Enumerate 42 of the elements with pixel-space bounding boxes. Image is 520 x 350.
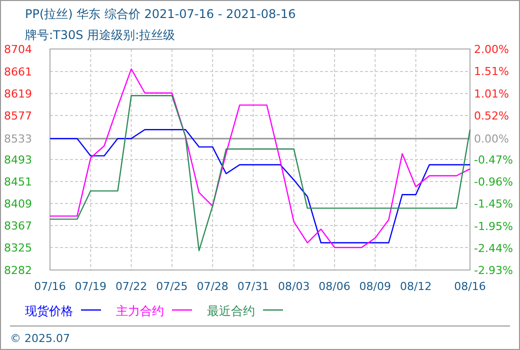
x-tick-label: 08/09: [359, 280, 392, 293]
y2-tick-label: 1.51%: [474, 64, 509, 78]
y-tick-label: 8409: [4, 197, 32, 210]
y-tick-label: 8451: [4, 175, 32, 188]
x-tick-label: 07/16: [34, 280, 66, 293]
line-series: [49, 129, 471, 244]
x-tick-label: 08/06: [318, 280, 350, 293]
x-tick-label: 08/12: [400, 280, 432, 293]
y2-tick-label: 0.00%: [474, 132, 509, 146]
y-tick-label: 8704: [4, 43, 32, 56]
y2-tick-label: 2.00%: [474, 43, 509, 56]
y2-tick-label: -2.93%: [474, 264, 513, 277]
legend-label: 现货价格: [25, 304, 73, 318]
y-tick-label: 8577: [4, 110, 32, 123]
line-series: [49, 95, 471, 252]
y-tick-label: 8282: [4, 264, 32, 277]
y2-tick-label: -2.44%: [474, 242, 513, 256]
legend-label: 主力合约: [116, 304, 164, 318]
chart-title: PP(拉丝) 华东 综合价 2021-07-16 - 2021-08-16: [25, 7, 296, 21]
y-tick-label: 8533: [4, 132, 32, 146]
y-tick-label: 8493: [4, 154, 32, 166]
y-tick-label: 8325: [4, 241, 32, 254]
y2-tick-label: 1.01%: [474, 87, 509, 100]
y-tick-label: 8619: [4, 88, 32, 101]
x-tick-label: 08/03: [278, 280, 310, 293]
legend-label: 最近合约: [207, 304, 255, 318]
x-tick-label: 07/31: [237, 280, 270, 293]
y2-tick-label: -1.95%: [474, 220, 513, 234]
x-tick-label: 07/25: [156, 280, 188, 293]
y2-tick-label: 0.52%: [474, 109, 509, 122]
x-tick-label: 07/28: [196, 280, 228, 293]
text: © 2025.07: [10, 332, 70, 345]
x-tick-label: 07/22: [115, 280, 148, 293]
y-tick-label: 8367: [4, 219, 32, 232]
y2-tick-label: -0.96%: [474, 176, 513, 189]
chart-subtitle: 牌号:T30S 用途级别:拉丝级: [25, 28, 176, 42]
y2-tick-label: -1.45%: [474, 198, 513, 211]
line-series: [49, 68, 471, 248]
x-tick-label: 08/16: [454, 280, 486, 293]
x-tick-label: 07/19: [74, 280, 106, 293]
y-tick-label: 8661: [4, 66, 32, 79]
y2-tick-label: -0.47%: [474, 154, 513, 167]
